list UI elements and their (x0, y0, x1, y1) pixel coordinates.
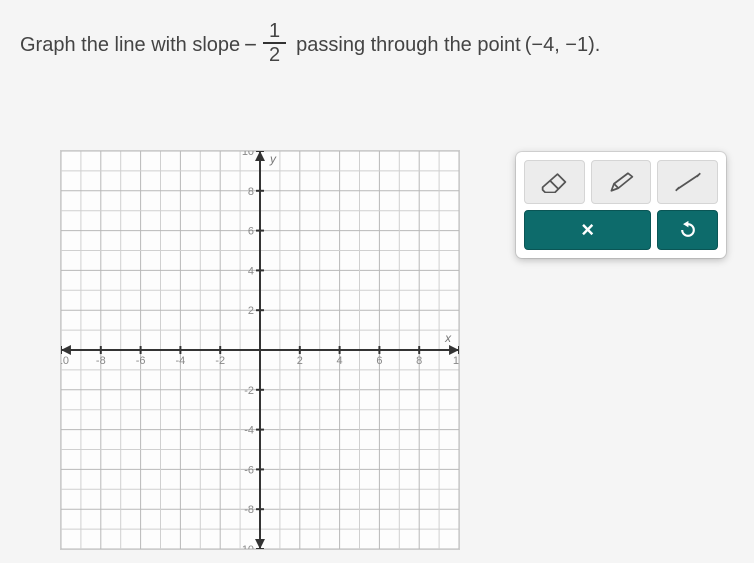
svg-text:-8: -8 (96, 355, 106, 367)
svg-text:2: 2 (297, 355, 303, 367)
svg-text:-6: -6 (136, 355, 146, 367)
coordinate-grid[interactable]: -10 -8 -6 -4 -2 2 4 6 8 10 -10 -8 -6 -4 -2 2 4 6 8 10 x y (60, 150, 460, 550)
slope-denominator: 2 (263, 44, 286, 66)
clear-icon: × (581, 217, 594, 243)
svg-text:8: 8 (416, 355, 422, 367)
question-prefix: Graph the line with slope (20, 34, 240, 57)
pencil-button[interactable] (591, 160, 652, 204)
svg-text:y: y (269, 152, 277, 166)
slope-sign: − (244, 32, 257, 58)
clear-button[interactable]: × (524, 210, 651, 250)
line-icon (674, 171, 702, 193)
drawing-toolbar: × (516, 152, 726, 258)
slope-numerator: 1 (263, 20, 286, 44)
svg-text:6: 6 (248, 226, 254, 238)
grid-svg: -10 -8 -6 -4 -2 2 4 6 8 10 -10 -8 -6 -4 -2 2 4 6 8 10 x y (61, 151, 459, 549)
svg-text:4: 4 (248, 265, 254, 277)
pencil-icon (607, 171, 635, 193)
svg-text:x: x (444, 331, 452, 345)
svg-text:10: 10 (242, 151, 254, 158)
undo-icon (678, 220, 698, 240)
svg-text:-10: -10 (238, 544, 254, 549)
undo-button[interactable] (657, 210, 718, 250)
svg-text:-2: -2 (244, 385, 254, 397)
svg-text:-2: -2 (215, 355, 225, 367)
svg-text:10: 10 (453, 355, 459, 367)
line-button[interactable] (657, 160, 718, 204)
slope-fraction: 1 2 (263, 20, 286, 66)
svg-text:-8: -8 (244, 504, 254, 516)
svg-text:6: 6 (376, 355, 382, 367)
eraser-icon (540, 171, 568, 193)
svg-text:4: 4 (337, 355, 343, 367)
svg-text:8: 8 (248, 186, 254, 198)
svg-text:-4: -4 (244, 425, 254, 437)
svg-text:2: 2 (248, 305, 254, 317)
question-point: (−4, −1). (525, 34, 601, 57)
svg-text:-10: -10 (61, 355, 69, 367)
eraser-button[interactable] (524, 160, 585, 204)
question-text: Graph the line with slope − 1 2 passing … (20, 22, 600, 68)
question-middle: passing through the point (296, 34, 521, 57)
svg-text:-6: -6 (244, 464, 254, 476)
svg-text:-4: -4 (176, 355, 186, 367)
